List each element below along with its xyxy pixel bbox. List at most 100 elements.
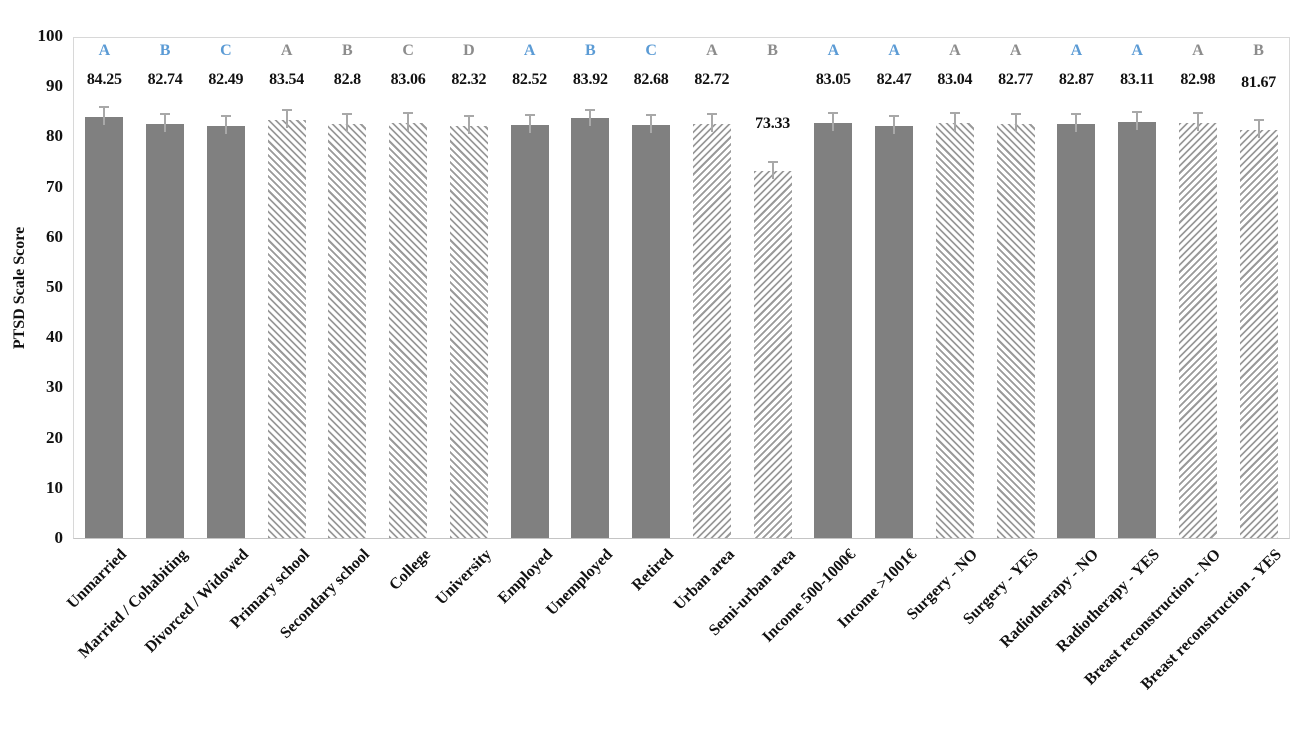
bar-group-employment: C 82.68 — [621, 38, 682, 538]
error-bar — [710, 114, 713, 133]
error-bar — [164, 114, 167, 133]
error-bar-cap — [160, 113, 171, 116]
y-tick-label: 50 — [46, 277, 63, 296]
bar-group-surgery: A 83.04 — [925, 38, 986, 538]
error-bar-cap — [706, 113, 717, 116]
y-tick-label: 70 — [46, 176, 63, 196]
bar-group-education: A 83.54 — [256, 38, 317, 538]
bar — [935, 122, 974, 538]
bar-group-area-of-residence: A 82.72 — [682, 38, 743, 538]
error-bar — [650, 114, 653, 133]
significance-letter: A — [1009, 42, 1022, 59]
error-bar-cap — [1253, 118, 1264, 121]
error-bar — [285, 110, 288, 129]
significance-letter: A — [888, 42, 900, 59]
y-tick-label: 40 — [46, 327, 63, 347]
error-bar-cap — [646, 113, 657, 116]
bar-group-income: A 83.05 — [803, 38, 864, 538]
value-label: 82.52 — [512, 71, 548, 88]
bar — [1178, 123, 1217, 538]
value-label: 84.25 — [86, 71, 122, 88]
value-label: 82.8 — [333, 71, 361, 88]
error-bar-cap — [463, 115, 474, 118]
y-tick-label: 60 — [46, 226, 63, 246]
error-bar-cap — [220, 114, 231, 117]
value-label: 82.74 — [147, 71, 183, 88]
bar — [875, 125, 914, 538]
bar-group-area-of-residence: B 73.33 — [742, 38, 803, 538]
error-bar-cap — [889, 114, 900, 117]
value-label: 81.67 — [1241, 73, 1277, 91]
value-label: 82.77 — [998, 71, 1034, 88]
bar-group-surgery: A 82.77 — [985, 38, 1046, 538]
error-bar-cap — [1071, 112, 1082, 115]
error-bar — [1196, 113, 1199, 132]
y-tick-label: 30 — [46, 377, 63, 397]
error-bar-cap — [99, 105, 110, 108]
error-bar — [832, 112, 835, 131]
error-bar — [224, 115, 227, 134]
significance-letter: A — [1192, 42, 1204, 59]
bar-group-employment: A 82.52 — [499, 38, 560, 538]
value-label: 83.05 — [815, 71, 851, 88]
bar-group-marital-status: A 84.25 — [74, 38, 135, 538]
bar-group-education: D 82.32 — [439, 38, 500, 538]
error-bar — [953, 112, 956, 131]
bar-group-education: C 83.06 — [378, 38, 439, 538]
significance-letter: A — [280, 42, 293, 59]
error-bar — [1136, 112, 1139, 131]
y-tick-label: 80 — [46, 126, 63, 146]
error-bar-cap — [403, 111, 414, 114]
value-label: 82.47 — [876, 71, 912, 88]
y-tick-label: 20 — [46, 427, 63, 447]
value-label: 83.54 — [269, 71, 305, 88]
significance-letter: B — [342, 42, 353, 59]
error-bar — [1257, 119, 1260, 138]
bar-group-radiotherapy: A 82.87 — [1046, 38, 1107, 538]
error-bar-cap — [828, 111, 839, 114]
error-bar-cap — [767, 161, 778, 164]
y-tick-label: 90 — [46, 76, 63, 96]
bar-group-employment: B 83.92 — [560, 38, 621, 538]
bar — [1057, 123, 1096, 538]
error-bar — [407, 112, 410, 131]
error-bar-cap — [1192, 112, 1203, 115]
significance-letter: C — [220, 42, 232, 59]
error-bar — [893, 115, 896, 134]
significance-letter: A — [98, 42, 111, 59]
bar-group-breast-reconstruction: A 82.98 — [1168, 38, 1229, 538]
y-tick-label: 100 — [37, 26, 64, 45]
error-bar-cap — [1010, 113, 1021, 116]
error-bar-cap — [342, 113, 353, 115]
bar-group-marital-status: C 82.49 — [196, 38, 257, 538]
value-label: 82.72 — [694, 71, 730, 88]
bar — [510, 125, 549, 538]
error-bar — [1075, 113, 1078, 132]
error-bar-cap — [281, 109, 292, 112]
significance-letter: D — [463, 42, 475, 59]
bar — [571, 118, 610, 538]
error-bar — [1014, 114, 1017, 133]
value-label: 82.32 — [451, 71, 487, 88]
bar — [449, 126, 488, 538]
bar-group-radiotherapy: A 83.11 — [1107, 38, 1168, 538]
bar — [814, 122, 853, 538]
significance-letter: A — [1070, 42, 1083, 59]
error-bar — [346, 114, 349, 132]
y-tick-label: 0 — [54, 528, 64, 547]
bar-group-income: A 82.47 — [864, 38, 925, 538]
error-bar-cap — [1132, 111, 1143, 114]
value-label: 73.33 — [755, 115, 791, 133]
error-bar-cap — [524, 114, 535, 117]
bar — [1118, 122, 1157, 538]
bar — [692, 124, 731, 538]
significance-letter: C — [402, 42, 414, 59]
value-label: 82.68 — [633, 71, 669, 88]
significance-letter: A — [523, 42, 536, 59]
bar — [328, 124, 367, 538]
error-bar-cap — [949, 111, 960, 114]
significance-letter: A — [1131, 42, 1143, 59]
significance-letter: B — [159, 42, 171, 59]
bar — [1239, 129, 1278, 538]
y-tick-label: 10 — [46, 477, 63, 497]
